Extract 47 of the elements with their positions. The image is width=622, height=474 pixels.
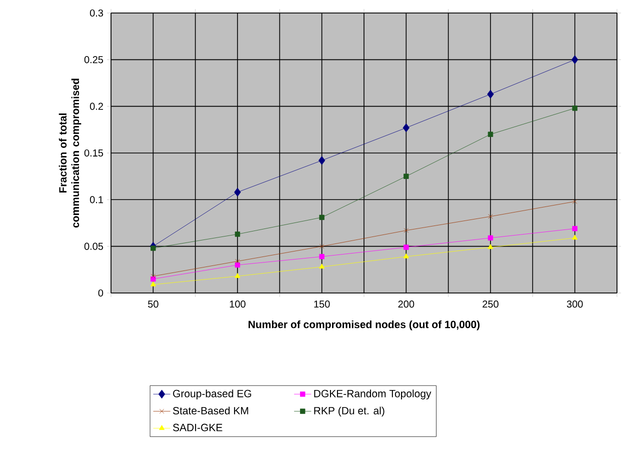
legend-label: Group-based EG	[173, 390, 252, 400]
point	[150, 274, 156, 279]
y-tick-label: 0	[98, 289, 104, 297]
point	[572, 106, 578, 111]
point	[572, 199, 578, 204]
point	[150, 281, 156, 286]
legend-label: State-Based KM	[173, 406, 248, 414]
y-tick-label: 0.3	[90, 9, 104, 17]
y-axis-title: Fraction of total communication compromised	[58, 78, 82, 228]
point	[488, 214, 493, 219]
legend-label: SADI-GKE	[173, 424, 222, 432]
point	[488, 132, 494, 137]
x-tick-label: 250	[482, 300, 498, 308]
point	[234, 272, 240, 278]
point	[571, 55, 578, 64]
y-tick-label: 0.25	[84, 56, 104, 64]
point	[319, 254, 324, 260]
point	[320, 244, 324, 249]
x-axis-title: Number of compromised nodes (out of 10,000)	[248, 320, 480, 330]
point	[488, 244, 494, 249]
x-tick-label: 150	[314, 300, 330, 308]
point	[319, 214, 324, 220]
point	[572, 234, 578, 240]
x-tick-label: 100	[230, 300, 246, 308]
x-tick-label: 300	[566, 300, 583, 308]
point	[234, 232, 240, 237]
point	[318, 156, 326, 165]
legend-label: RKP (Du et. al)	[314, 406, 384, 416]
y-tick-label: 0.2	[90, 102, 103, 110]
y-tick-label: 0.05	[84, 242, 104, 250]
y-tick-label: 0.15	[84, 149, 104, 157]
x-tick-label: 50	[148, 300, 158, 308]
legend-label: DGKE-Random Topology	[314, 390, 432, 400]
point	[404, 174, 409, 179]
point	[235, 258, 240, 264]
point	[319, 264, 325, 269]
point	[487, 90, 494, 99]
point	[488, 235, 494, 241]
point	[234, 188, 241, 197]
point	[402, 123, 410, 132]
x-tick-label: 200	[398, 300, 414, 308]
point	[404, 244, 409, 250]
y-tick-label: 0.1	[90, 196, 103, 204]
point	[150, 246, 156, 251]
point	[403, 253, 409, 258]
point	[572, 226, 578, 232]
point	[404, 228, 408, 233]
